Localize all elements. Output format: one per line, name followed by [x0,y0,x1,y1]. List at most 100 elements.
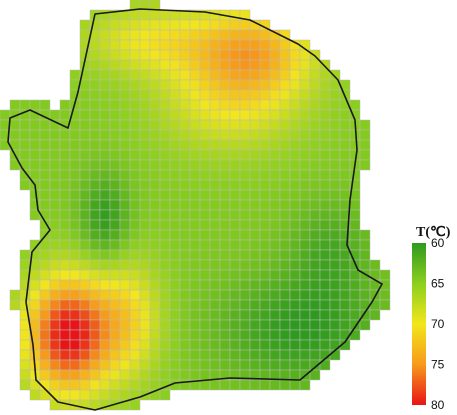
grid-cell [79,219,91,231]
grid-cell [109,89,121,101]
grid-cell [169,319,181,331]
grid-cell [339,319,351,331]
grid-cell [309,279,321,291]
grid-cell [89,169,101,181]
grid-cell [119,349,131,361]
grid-cell [269,139,281,151]
grid-cell [329,109,341,121]
grid-cell [79,269,91,281]
grid-cell [179,59,191,71]
grid-cell [259,129,271,141]
grid-cell [39,99,51,111]
grid-cell [239,29,251,41]
legend-tick-label: 80 [431,398,445,412]
grid-cell [109,49,121,61]
grid-cell [109,129,121,141]
grid-cell [79,289,91,301]
grid-cell [189,279,201,291]
grid-cell [249,109,261,121]
grid-cell [319,219,331,231]
grid-cell [9,299,21,311]
grid-cell [209,349,221,361]
grid-cell [79,79,91,91]
grid-cell [169,349,181,361]
grid-cell [109,309,121,321]
grid-cell [99,379,111,391]
grid-cell [199,39,211,51]
grid-cell [219,189,231,201]
grid-cell [99,359,111,371]
grid-cell [59,289,71,301]
grid-cell [269,229,281,241]
grid-cell [89,289,101,301]
grid-cell [159,129,171,141]
grid-cell [129,199,141,211]
grid-cell [79,159,91,171]
grid-cell [129,89,141,101]
grid-cell [9,99,21,111]
grid-cell [69,339,81,351]
grid-cell [319,269,331,281]
grid-cell [189,59,201,71]
grid-cell [329,259,341,271]
grid-cell [249,289,261,301]
grid-cell [29,299,41,311]
grid-cell [339,299,351,311]
grid-cell [249,29,261,41]
grid-cell [119,139,131,151]
grid-cell [149,269,161,281]
grid-cell [29,99,41,111]
grid-cell [329,299,341,311]
grid-cell [109,379,121,391]
grid-cell [229,319,241,331]
grid-cell [239,249,251,261]
grid-cell [209,249,221,261]
grid-cell [349,209,361,221]
grid-cell [259,189,271,201]
grid-cell [259,169,271,181]
grid-cell [259,349,271,361]
grid-cell [229,219,241,231]
grid-cell [129,299,141,311]
grid-cell [209,29,221,41]
grid-cell [379,289,391,301]
grid-cell [149,69,161,81]
grid-cell [249,119,261,131]
grid-cell [319,119,331,131]
grid-cell [99,89,111,101]
grid-cell [49,139,61,151]
grid-cell [319,239,331,251]
legend-tick-label: 65 [431,277,445,291]
grid-cell [239,189,251,201]
grid-cell [309,139,321,151]
grid-cell [219,299,231,311]
grid-cell [309,249,321,261]
grid-cell [199,249,211,261]
grid-cell [99,79,111,91]
grid-cell [279,199,291,211]
grid-cell [319,79,331,91]
grid-cell [349,149,361,161]
grid-cell [259,289,271,301]
grid-cell [19,359,31,371]
grid-cell [189,49,201,61]
grid-cell [309,299,321,311]
grid-cell [349,309,361,321]
grid-cell [159,199,171,211]
grid-cell [159,339,171,351]
grid-cell [159,19,171,31]
grid-cell [249,219,261,231]
grid-cell [299,99,311,111]
grid-cell [89,349,101,361]
grid-cell [139,29,151,41]
grid-cell [59,269,71,281]
grid-cell [119,169,131,181]
grid-cell [309,259,321,271]
grid-cell [329,279,341,291]
grid-cell [89,279,101,291]
grid-cell [349,199,361,211]
grid-cell [199,289,211,301]
grid-cell [129,319,141,331]
grid-cell [349,229,361,241]
grid-cell [279,159,291,171]
